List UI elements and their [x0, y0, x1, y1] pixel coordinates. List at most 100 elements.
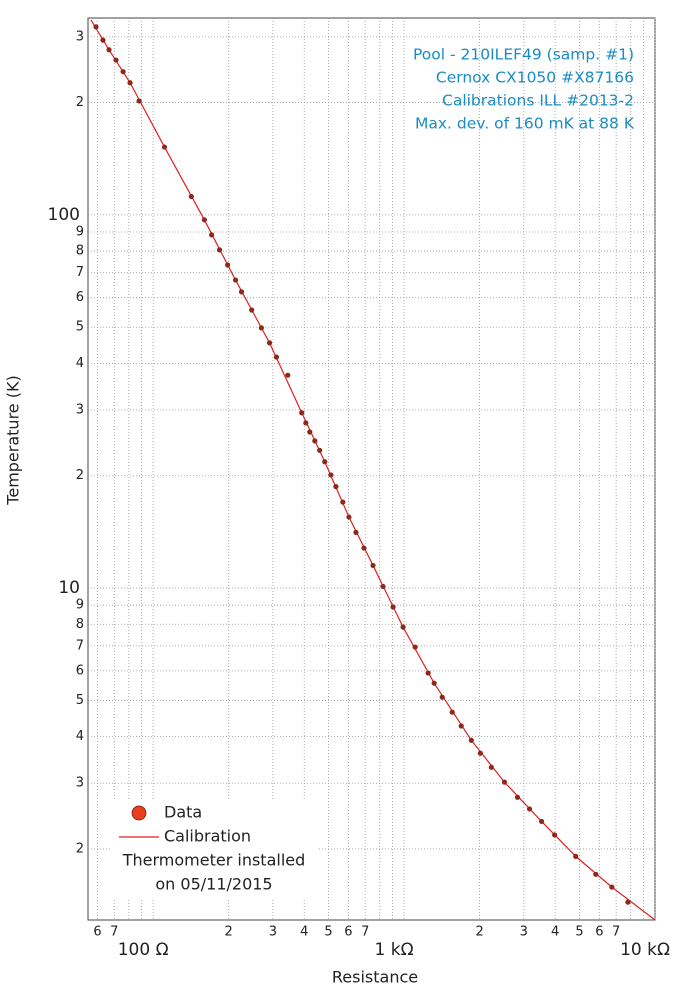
- x-tick-label: 5: [575, 925, 583, 940]
- annotation: Cernox CX1050 #X87166: [436, 69, 634, 87]
- y-tick-label: 8: [76, 617, 84, 632]
- data-point: [201, 217, 207, 223]
- x-tick-label: 1 kΩ: [375, 940, 414, 960]
- data-point: [273, 354, 280, 360]
- calibration-line: [90, 19, 656, 921]
- x-tick-label: 5: [324, 925, 332, 940]
- data-point: [258, 325, 264, 331]
- data-point: [552, 832, 558, 838]
- y-tick-label: 3: [76, 403, 84, 418]
- data-point: [526, 806, 533, 812]
- data-point: [127, 80, 133, 86]
- data-point: [477, 750, 483, 756]
- y-tick-label: 9: [76, 598, 84, 613]
- x-tick-label: 4: [300, 925, 308, 940]
- x-tick-label: 100 Ω: [118, 940, 169, 960]
- x-tick-label: 10 kΩ: [620, 940, 670, 960]
- data-point: [307, 429, 313, 435]
- data-point: [93, 24, 99, 30]
- data-point: [449, 709, 455, 715]
- y-tick-label: 7: [76, 265, 84, 280]
- data-point: [361, 545, 367, 551]
- x-tick-label: 6: [93, 925, 101, 940]
- data-point: [328, 472, 334, 478]
- y-axis-label: Temperature (K): [4, 375, 23, 505]
- data-point: [468, 737, 474, 743]
- y-tick-label: 2: [76, 95, 84, 110]
- data-point: [346, 514, 352, 520]
- plot-frame: [87, 17, 656, 921]
- data-point: [312, 438, 318, 444]
- data-point: [380, 583, 386, 590]
- annotation: Calibrations ILL #2013-2: [442, 92, 634, 110]
- data-point: [161, 144, 168, 150]
- data-point: [412, 644, 418, 650]
- y-tick-label: 6: [76, 290, 84, 305]
- y-tick-label: 8: [76, 244, 84, 259]
- data-point: [573, 853, 579, 859]
- x-tick-label: 2: [475, 925, 483, 940]
- x-axis-label: Resistance: [332, 968, 418, 987]
- data-point: [593, 871, 599, 877]
- data-point: [340, 499, 346, 505]
- data-point: [609, 884, 615, 890]
- data-point: [188, 193, 194, 200]
- data-point: [400, 624, 406, 630]
- annotation: Pool - 210ILEF49 (samp. #1): [413, 46, 634, 64]
- x-tick-label: 3: [520, 925, 528, 940]
- data-point: [299, 410, 305, 416]
- data-point: [501, 779, 508, 785]
- data-point: [425, 670, 431, 676]
- y-tick-label: 5: [76, 320, 84, 335]
- y-tick-label: 5: [76, 693, 84, 708]
- data-point: [353, 529, 359, 536]
- data-point: [216, 247, 223, 253]
- x-tick-label: 7: [612, 925, 620, 940]
- data-point: [266, 340, 273, 346]
- legend-box: [112, 800, 317, 900]
- data-point: [333, 484, 339, 490]
- data-point: [249, 307, 255, 313]
- y-tick-label: 3: [76, 776, 84, 791]
- data-point: [370, 562, 376, 569]
- data-point: [458, 723, 464, 729]
- y-tick-label: 10: [58, 578, 80, 598]
- x-tick-label: 6: [595, 925, 603, 940]
- data-point: [488, 764, 494, 770]
- x-tick-label: 3: [269, 925, 277, 940]
- y-tick-label: 7: [76, 638, 84, 653]
- data-point: [232, 277, 239, 283]
- data-point: [113, 57, 119, 63]
- data-point: [625, 899, 631, 905]
- data-point: [514, 794, 521, 800]
- x-tick-label: 6: [344, 925, 352, 940]
- data-point: [106, 47, 112, 53]
- y-tick-label: 2: [76, 468, 84, 483]
- data-point: [136, 98, 142, 104]
- x-tick-label: 7: [361, 925, 369, 940]
- x-tick-label: 2: [225, 925, 233, 940]
- x-tick-label: 4: [551, 925, 559, 940]
- annotation: Max. dev. of 160 mK at 88 K: [415, 115, 635, 133]
- data-point: [100, 37, 106, 43]
- y-tick-label: 2: [76, 841, 84, 856]
- data-point: [390, 604, 396, 610]
- data-point: [238, 289, 245, 295]
- y-tick-label: 3: [76, 29, 84, 44]
- legend-note: Thermometer installed: [122, 851, 306, 870]
- data-point: [209, 232, 215, 238]
- y-tick-label: 4: [76, 356, 84, 371]
- y-tick-label: 100: [48, 205, 80, 225]
- legend-label: Calibration: [164, 827, 251, 846]
- y-tick-label: 9: [76, 224, 84, 239]
- data-point: [317, 447, 323, 453]
- legend-note: on 05/11/2015: [155, 875, 272, 894]
- data-point: [285, 372, 291, 378]
- data-point: [224, 262, 231, 268]
- data-point: [303, 420, 309, 426]
- legend-label: Data: [164, 803, 202, 822]
- data-point: [538, 818, 545, 825]
- y-tick-label: 6: [76, 663, 84, 678]
- x-tick-label: 7: [110, 925, 118, 940]
